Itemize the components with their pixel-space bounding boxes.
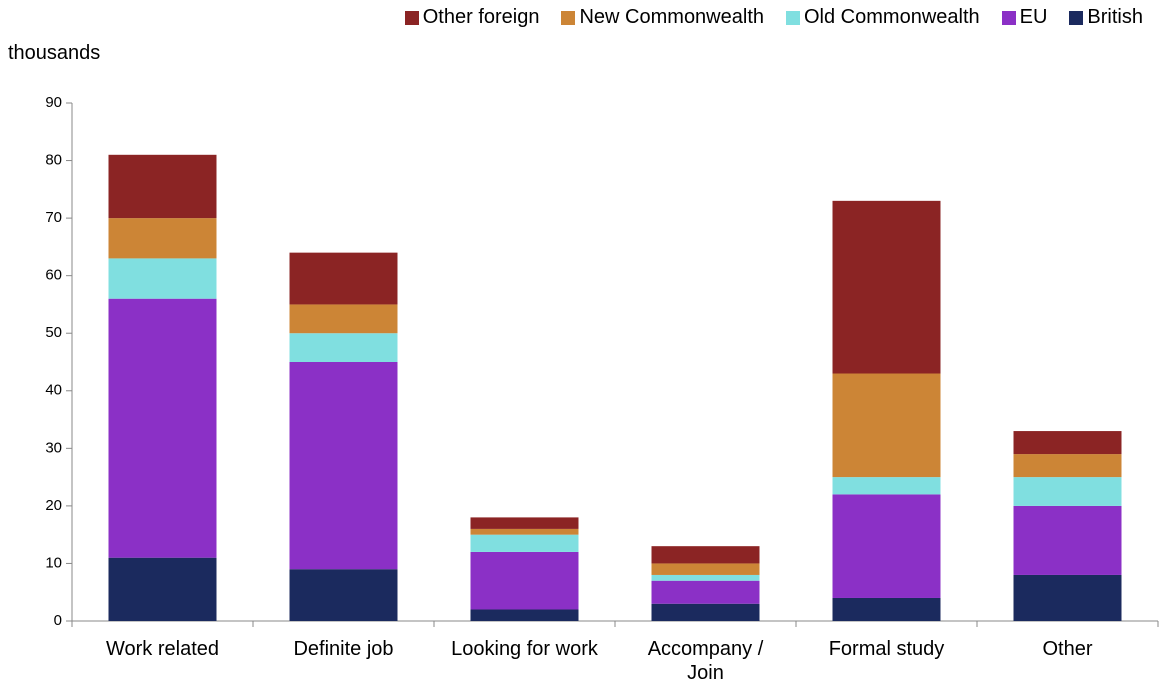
- bar-segment: [289, 304, 398, 334]
- bar-segment: [1013, 477, 1122, 506]
- y-tick-label: 40: [45, 382, 62, 399]
- bar-segment: [832, 494, 941, 598]
- bar-segment: [108, 298, 217, 558]
- bar-segment: [470, 551, 579, 610]
- legend-item: EU: [1001, 6, 1048, 29]
- bar-segment: [108, 218, 217, 259]
- bar-segment: [651, 546, 760, 564]
- x-tick-label: Looking for work: [451, 638, 598, 660]
- legend-label: Old Commonwealth: [804, 6, 980, 28]
- y-tick-label: 70: [45, 209, 62, 226]
- y-tick-label: 0: [54, 612, 62, 629]
- legend-label: EU: [1019, 6, 1048, 28]
- bar-segment: [1013, 574, 1122, 621]
- y-tick-label: 60: [45, 267, 62, 284]
- y-axis-label: thousands: [8, 42, 101, 64]
- y-tick-label: 50: [45, 324, 62, 341]
- legend: Other foreign New Commonwealth Old Commonw…: [404, 6, 1143, 29]
- y-tick-label: 90: [45, 94, 62, 111]
- legend-label: British: [1087, 6, 1143, 28]
- bar-segment: [1013, 454, 1122, 478]
- bar-segment: [289, 362, 398, 570]
- legend-swatch: [1069, 10, 1084, 25]
- x-tick-label: Work related: [105, 638, 219, 660]
- x-tick-label: Formal study: [828, 638, 945, 660]
- x-tick-label: Accompany / Join: [647, 638, 764, 684]
- bar-segment: [470, 517, 579, 529]
- bar-segment: [470, 609, 579, 621]
- bar-segment: [1013, 431, 1122, 455]
- bar-segment: [832, 200, 941, 374]
- y-tick-label: 30: [45, 439, 62, 456]
- legend-swatch: [404, 10, 419, 25]
- legend-item: New Commonwealth: [561, 6, 764, 29]
- bar-segment: [289, 252, 398, 305]
- legend-label: New Commonwealth: [579, 6, 764, 28]
- y-tick-label: 80: [45, 152, 62, 169]
- bar-segment: [289, 569, 398, 621]
- legend-swatch: [1001, 10, 1016, 25]
- legend-item: Other foreign: [404, 6, 540, 29]
- bar-segment: [289, 333, 398, 362]
- legend-label: Other foreign: [422, 6, 540, 28]
- bar-segment: [470, 534, 579, 552]
- legend-swatch: [786, 10, 800, 25]
- legend-swatch: [561, 10, 576, 25]
- bar-segment: [108, 557, 217, 621]
- bar-segment: [470, 528, 579, 535]
- bar-segment: [651, 580, 760, 604]
- y-tick-label: 20: [45, 497, 62, 514]
- x-tick-label: Definite job: [293, 638, 394, 660]
- bar-segment: [651, 574, 760, 581]
- bar-segment: [651, 563, 760, 575]
- bar-segment: [651, 603, 760, 621]
- y-tick-label: 10: [45, 554, 62, 571]
- bar-segment: [108, 154, 217, 219]
- legend-item: British: [1069, 6, 1143, 29]
- bar-segment: [108, 258, 217, 299]
- bar-segment: [832, 477, 941, 495]
- bar-segment: [832, 373, 941, 478]
- bar-segment: [832, 597, 941, 621]
- bar-segment: [1013, 505, 1122, 575]
- legend-item: Old Commonwealth: [786, 6, 980, 29]
- x-tick-label: Other: [1042, 638, 1093, 660]
